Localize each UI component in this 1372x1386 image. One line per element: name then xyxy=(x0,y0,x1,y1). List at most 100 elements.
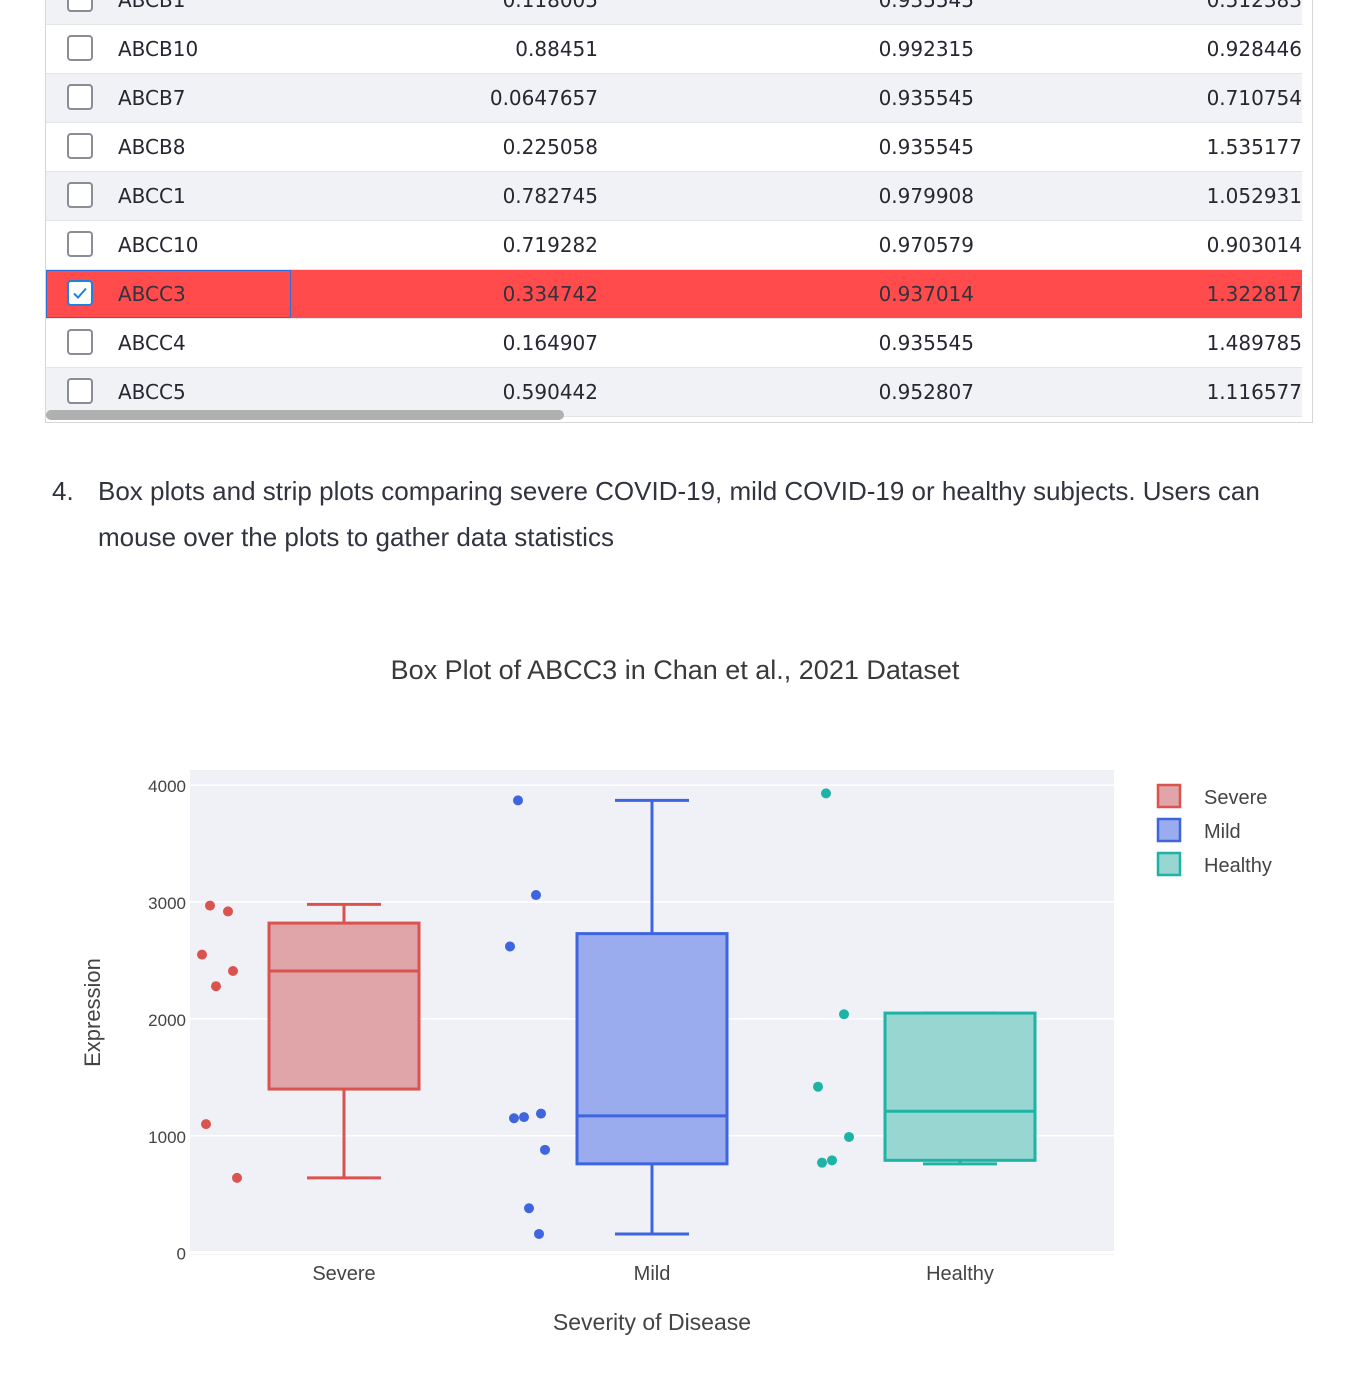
value-cell: 1.489785 xyxy=(1206,331,1302,355)
x-tick-label: Healthy xyxy=(926,1263,994,1285)
strip-point xyxy=(534,1228,544,1239)
value-cell: 0.992315 xyxy=(878,37,974,61)
y-tick-label: 3000 xyxy=(148,894,186,913)
value-cell: 1.535177 xyxy=(1206,135,1302,159)
legend-label: Severe xyxy=(1204,787,1267,809)
x-axis-title: Severity of Disease xyxy=(553,1309,751,1335)
value-cell: 0.952807 xyxy=(878,380,974,404)
value-cell: 0.935545 xyxy=(878,0,974,12)
table-row[interactable]: ABCC4 0.164907 0.935545 1.489785 xyxy=(46,319,1302,368)
strip-point xyxy=(232,1172,242,1183)
value-cell: 0.710754 xyxy=(1206,86,1302,110)
table-row[interactable]: ABCC5 0.590442 0.952807 1.116577 xyxy=(46,368,1302,417)
row-checkbox[interactable] xyxy=(67,378,93,404)
gene-table: ABCB1 0.118005 0.935545 0.512383 ABCB10 0.884… xyxy=(45,0,1313,423)
row-checkbox[interactable] xyxy=(67,182,93,208)
gene-cell: ABCC5 xyxy=(118,380,186,404)
gene-cell: ABCB10 xyxy=(118,37,199,61)
value-cell: 0.334742 xyxy=(502,282,598,306)
strip-point xyxy=(817,1157,827,1168)
strip-point xyxy=(519,1112,529,1123)
value-cell: 0.0647657 xyxy=(489,86,598,110)
strip-point xyxy=(505,941,515,952)
value-cell: 0.590442 xyxy=(502,380,598,404)
gene-cell: ABCC1 xyxy=(118,184,186,208)
box-plot-chart[interactable]: Box Plot of ABCC3 in Chan et al., 2021 D… xyxy=(0,640,1372,1360)
table-row[interactable]: ABCC1 0.782745 0.979908 1.052931 xyxy=(46,172,1302,221)
strip-point xyxy=(821,788,831,799)
strip-point xyxy=(531,890,541,901)
row-checkbox[interactable] xyxy=(67,35,93,61)
value-cell: 0.979908 xyxy=(878,184,974,208)
value-cell: 0.935545 xyxy=(878,135,974,159)
strip-point xyxy=(536,1108,546,1119)
row-checkbox[interactable] xyxy=(67,329,93,355)
row-checkbox[interactable] xyxy=(67,231,93,257)
y-axis-title: Expression xyxy=(80,958,105,1067)
gene-cell: ABCC4 xyxy=(118,331,186,355)
value-cell: 0.88451 xyxy=(515,37,598,61)
gene-cell: ABCB8 xyxy=(118,135,186,159)
strip-point xyxy=(839,1009,849,1020)
value-cell: 0.935545 xyxy=(878,86,974,110)
x-tick-label: Mild xyxy=(634,1263,671,1285)
value-cell: 1.052931 xyxy=(1206,184,1302,208)
x-tick-label: Severe xyxy=(312,1263,375,1285)
strip-point xyxy=(223,906,233,917)
legend-swatch xyxy=(1156,851,1182,877)
table-row[interactable]: ABCB1 0.118005 0.935545 0.512383 xyxy=(46,0,1302,25)
value-cell: 0.928446 xyxy=(1206,37,1302,61)
strip-point xyxy=(197,949,207,960)
checkmark-icon xyxy=(73,287,87,299)
legend-swatch xyxy=(1156,817,1182,843)
strip-point xyxy=(844,1131,854,1142)
table-row[interactable]: ABCB8 0.225058 0.935545 1.535177 xyxy=(46,123,1302,172)
value-cell: 0.512383 xyxy=(1206,0,1302,12)
row-checkbox[interactable] xyxy=(67,133,93,159)
strip-point xyxy=(524,1203,534,1214)
y-tick-label: 1000 xyxy=(148,1128,186,1147)
value-cell: 1.116577 xyxy=(1206,380,1302,404)
horizontal-scrollbar[interactable] xyxy=(46,410,564,420)
gene-cell: ABCB7 xyxy=(118,86,186,110)
strip-point xyxy=(827,1155,837,1166)
legend-label: Healthy xyxy=(1204,855,1272,877)
value-cell: 1.322817 xyxy=(1206,282,1302,306)
strip-point xyxy=(201,1119,211,1130)
gene-cell: ABCB1 xyxy=(118,0,186,12)
description-text: Box plots and strip plots comparing seve… xyxy=(98,476,1260,552)
legend-label: Mild xyxy=(1204,821,1241,843)
strip-point xyxy=(513,795,523,806)
gene-cell: ABCC10 xyxy=(118,233,199,257)
box-iqr xyxy=(267,921,421,1091)
strip-point xyxy=(205,900,215,911)
gene-cell: ABCC3 xyxy=(118,282,186,306)
y-tick-label: 4000 xyxy=(148,777,186,796)
strip-point xyxy=(228,966,238,977)
cell-focus-outline xyxy=(46,270,291,318)
strip-point xyxy=(540,1144,550,1155)
table-row[interactable]: ABCC10 0.719282 0.970579 0.903014 xyxy=(46,221,1302,270)
table-row[interactable]: ABCC3 0.334742 0.937014 1.322817 xyxy=(46,270,1302,319)
value-cell: 0.225058 xyxy=(502,135,598,159)
row-checkbox[interactable] xyxy=(67,0,93,12)
chart-title: Box Plot of ABCC3 in Chan et al., 2021 D… xyxy=(391,655,960,685)
value-cell: 0.164907 xyxy=(502,331,598,355)
y-tick-label: 0 xyxy=(177,1245,186,1264)
legend-swatch xyxy=(1156,783,1182,809)
y-tick-label: 2000 xyxy=(148,1011,186,1030)
box-iqr xyxy=(883,1011,1037,1162)
row-checkbox[interactable] xyxy=(67,280,93,306)
table-row[interactable]: ABCB7 0.0647657 0.935545 0.710754 xyxy=(46,74,1302,123)
table-row[interactable]: ABCB10 0.88451 0.992315 0.928446 xyxy=(46,25,1302,74)
row-checkbox[interactable] xyxy=(67,84,93,110)
value-cell: 0.719282 xyxy=(502,233,598,257)
strip-point xyxy=(509,1113,519,1124)
value-cell: 0.782745 xyxy=(502,184,598,208)
value-cell: 0.937014 xyxy=(878,282,974,306)
strip-point xyxy=(813,1081,823,1092)
list-number: 4. xyxy=(52,476,74,506)
strip-point xyxy=(211,981,221,992)
value-cell: 0.970579 xyxy=(878,233,974,257)
value-cell: 0.118005 xyxy=(502,0,598,12)
